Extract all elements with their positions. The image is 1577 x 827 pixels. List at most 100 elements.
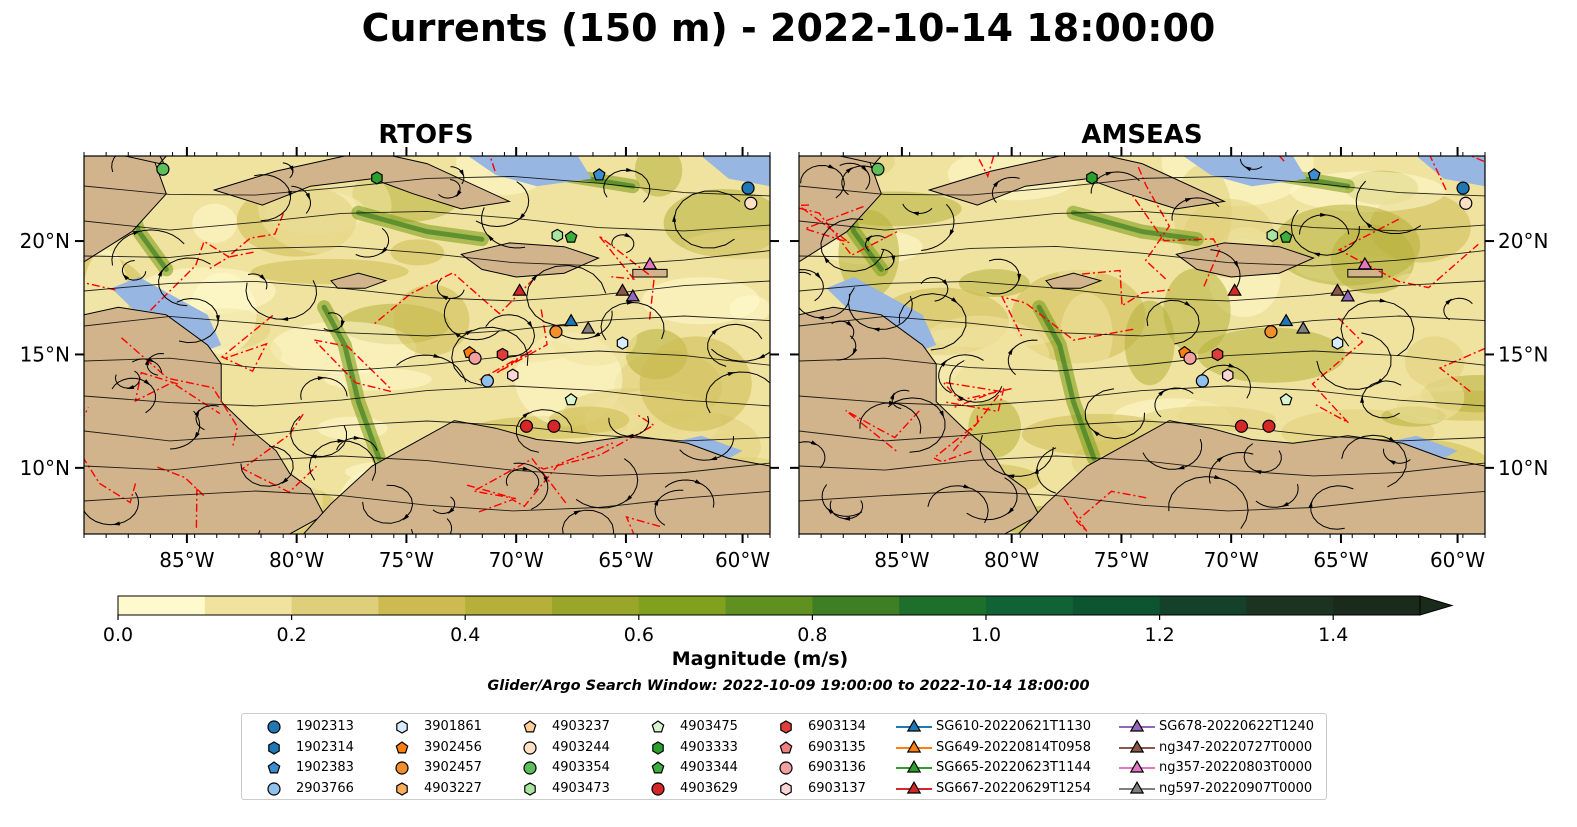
colorbar-segment: [812, 596, 900, 615]
eez-boundary: [241, 413, 317, 494]
streamline-arrow: [194, 432, 200, 440]
streamline-arrow: [709, 456, 718, 461]
speed-field: [548, 406, 630, 433]
streamline-arrow: [487, 234, 494, 242]
streamline-arrow: [993, 180, 1000, 188]
current-core: [355, 210, 485, 242]
legend-marker: [651, 720, 665, 733]
streamline: [84, 210, 770, 232]
streamline: [84, 245, 770, 267]
legend-label: 6903135: [808, 739, 866, 755]
speed-field: [684, 229, 770, 260]
colorbar-segment: [552, 596, 640, 615]
x-tick-label: 75°W: [379, 548, 434, 572]
streamline-arrow: [1445, 298, 1452, 305]
streamline-arrow: [624, 232, 632, 238]
streamline-arrow: [711, 328, 719, 335]
platform-marker-1902383: [1307, 168, 1321, 181]
streamline-arrow: [543, 476, 548, 484]
land: [84, 156, 167, 263]
streamline-arrow: [215, 315, 220, 323]
platform-marker-ng357-20220803T0000: [642, 256, 658, 270]
eez-boundary: [134, 371, 221, 415]
streamline-arrow: [305, 192, 311, 201]
streamline-arrow: [1388, 436, 1396, 443]
streamline: [799, 455, 1485, 477]
legend-marker: [1119, 739, 1155, 753]
speed-field: [1197, 327, 1346, 383]
eez-boundary: [220, 314, 274, 373]
x-tick-label: 65°W: [1313, 548, 1368, 572]
platform-marker-SG610-20220621T1130: [1278, 313, 1294, 327]
streamline-arrow: [281, 477, 289, 484]
map-panel-rtofs: 85°W 80°W 75°W 70°W 65°W 60°W 20°N 15°N 10°N: [20, 147, 779, 572]
legend-label: 1902313: [296, 719, 354, 734]
streamline-arrow: [143, 379, 151, 386]
eez-boundary: [478, 442, 614, 513]
land: [84, 306, 325, 534]
legend-label: 3902456: [424, 739, 482, 755]
legend-marker: [523, 720, 537, 733]
streamline-arrow: [1360, 395, 1365, 403]
colorbar-tick-label: 0.6: [624, 624, 654, 646]
streamline: [799, 280, 1485, 302]
y-tick-label: 15°N: [20, 342, 70, 366]
streamline-arrow: [940, 359, 947, 367]
streamline-arrow: [340, 320, 345, 328]
legend-marker: [396, 720, 408, 734]
platform-marker-6903134: [496, 347, 509, 362]
colorbar-segment: [1246, 596, 1334, 615]
streamline-arrow: [814, 272, 822, 280]
streamline: [84, 315, 770, 337]
platform-marker-4903344: [1279, 230, 1293, 243]
colorbar-segment: [1159, 596, 1247, 615]
land: [1017, 420, 1485, 534]
legend-label: ng357-20220803T0000: [1159, 760, 1313, 775]
streamline-arrow: [440, 294, 449, 301]
eez-boundary: [932, 415, 979, 463]
platform-marker-6903137: [1221, 368, 1234, 382]
streamline-arrow: [1017, 273, 1022, 282]
streamline: [799, 315, 1485, 337]
legend-label: SG667-20220629T1254: [936, 780, 1092, 796]
speed-field: [641, 277, 760, 325]
eez-boundary: [1311, 317, 1364, 424]
streamline-arrow: [259, 274, 266, 281]
x-tick-label: 60°W: [1430, 548, 1485, 572]
colorbar-segment: [638, 596, 727, 615]
shallow-water: [1183, 156, 1307, 187]
legend-marker: [779, 740, 793, 753]
colorbar-tick-label: 0.4: [450, 624, 480, 646]
streamline-arrow: [672, 214, 677, 222]
platform-marker-4903354: [871, 162, 885, 176]
colorbar-segment: [725, 596, 813, 615]
legend-marker: [896, 718, 932, 732]
streamline-arrow: [531, 274, 538, 281]
legend-marker: [395, 761, 409, 775]
legend-label: SG610-20220621T1130: [936, 719, 1092, 734]
colorbar-label: Magnitude (m/s): [671, 648, 849, 670]
x-tick-label: 75°W: [1094, 548, 1149, 572]
streamline-arrow: [289, 165, 294, 173]
x-tick-label: 85°W: [874, 548, 929, 572]
legend-label: ng597-20220907T0000: [1159, 780, 1313, 796]
legend-marker: [652, 740, 664, 755]
streamline-arrow: [1320, 212, 1328, 217]
streamline-arrow: [465, 329, 473, 336]
streamline: [799, 420, 1485, 442]
eez-boundary: [625, 515, 661, 534]
streamline-arrow: [112, 521, 121, 526]
x-tick-label: 85°W: [159, 548, 214, 572]
colorbar-segment: [291, 596, 379, 615]
streamline: [84, 385, 770, 407]
legend-label: 1902314: [296, 739, 354, 755]
legend-marker: [395, 740, 409, 753]
streamline-arrow: [842, 516, 851, 521]
streamline-arrow: [132, 230, 141, 236]
legend-label: SG678-20220622T1240: [1159, 719, 1315, 734]
x-tick-label: 70°W: [489, 548, 544, 572]
platform-marker-SG667-20220629T1254: [512, 283, 527, 296]
streamline-arrow: [810, 440, 818, 446]
colorbar-extend: [1419, 595, 1454, 616]
streamline-arrow: [963, 484, 971, 489]
